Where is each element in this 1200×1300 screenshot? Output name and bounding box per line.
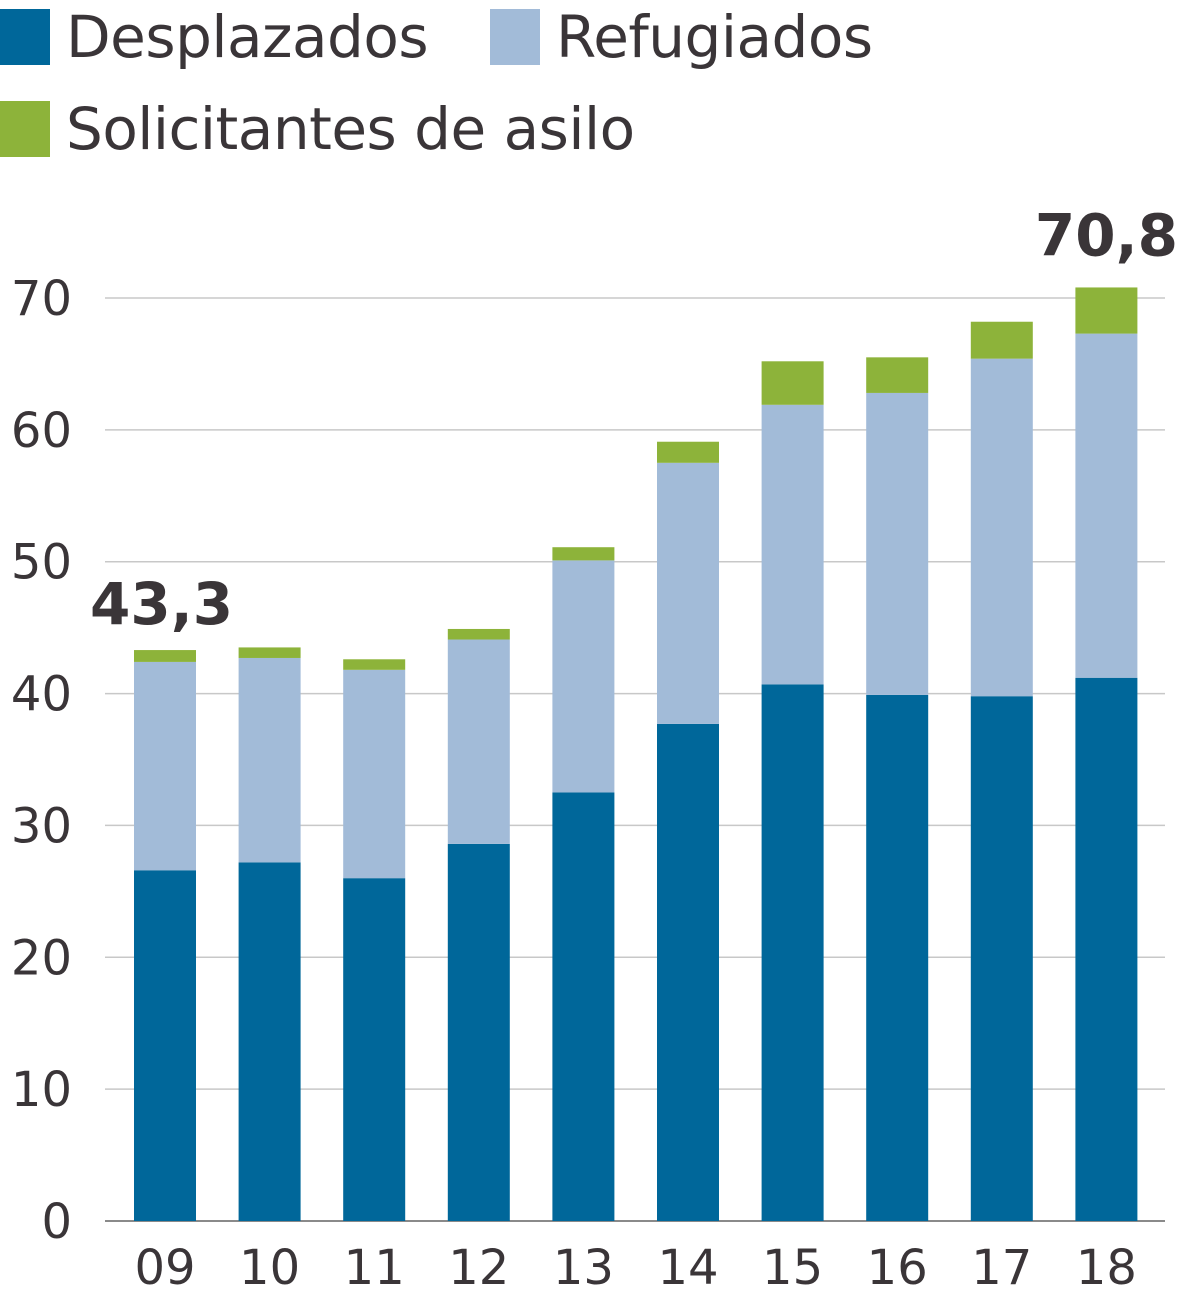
bar-solicitantes-de-asilo-13 bbox=[552, 547, 615, 561]
y-axis-ticks: 0 10 20 30 40 50 60 70 bbox=[11, 271, 72, 1250]
total-annotation: 70,8 bbox=[1035, 201, 1178, 269]
annotations: 43,3 70,8 bbox=[90, 201, 1178, 638]
legend-item-desplazados: Desplazados bbox=[0, 3, 429, 71]
bar-refugiados-15 bbox=[761, 404, 824, 685]
y-tick-label: 30 bbox=[11, 798, 72, 854]
bar-solicitantes-de-asilo-16 bbox=[866, 357, 929, 393]
y-tick-label: 70 bbox=[11, 271, 72, 327]
x-tick-label: 12 bbox=[448, 1240, 509, 1296]
bar-refugiados-18 bbox=[1075, 333, 1138, 678]
x-tick-label: 14 bbox=[657, 1240, 718, 1296]
x-tick-label: 11 bbox=[344, 1240, 405, 1296]
legend-swatch-desplazados bbox=[0, 9, 50, 65]
bar-desplazados-14 bbox=[657, 723, 719, 1221]
bar-refugiados-11 bbox=[343, 669, 406, 879]
x-tick-label: 16 bbox=[867, 1240, 928, 1296]
bar-refugiados-13 bbox=[552, 560, 615, 793]
x-tick-label: 18 bbox=[1076, 1240, 1137, 1296]
bar-solicitantes-de-asilo-15 bbox=[761, 361, 824, 405]
legend-swatch-solicitantes bbox=[0, 101, 50, 157]
bar-refugiados-16 bbox=[866, 392, 929, 695]
y-tick-label: 20 bbox=[11, 930, 72, 986]
x-tick-label: 17 bbox=[971, 1240, 1032, 1296]
bar-refugiados-09 bbox=[134, 661, 196, 871]
bar-desplazados-10 bbox=[238, 862, 301, 1221]
x-axis-ticks: 09 10 11 12 13 14 15 16 17 18 bbox=[134, 1240, 1136, 1296]
bar-solicitantes-de-asilo-12 bbox=[447, 628, 510, 640]
legend-item-refugiados: Refugiados bbox=[490, 8, 873, 66]
chart-legend: Desplazados Refugiados Solicitantes de a… bbox=[0, 0, 1200, 170]
x-tick-label: 15 bbox=[762, 1240, 823, 1296]
bar-desplazados-13 bbox=[552, 792, 615, 1221]
bars bbox=[134, 287, 1138, 1221]
bar-desplazados-16 bbox=[866, 694, 929, 1221]
legend-label-solicitantes: Solicitantes de asilo bbox=[66, 95, 635, 163]
legend-label-desplazados: Desplazados bbox=[66, 3, 429, 71]
x-tick-label: 10 bbox=[239, 1240, 300, 1296]
y-tick-label: 40 bbox=[11, 667, 72, 723]
bar-desplazados-17 bbox=[970, 696, 1033, 1221]
bar-solicitantes-de-asilo-09 bbox=[134, 650, 196, 662]
bar-refugiados-17 bbox=[970, 358, 1033, 697]
bar-refugiados-12 bbox=[447, 639, 510, 844]
total-annotation: 43,3 bbox=[90, 570, 233, 638]
bar-refugiados-14 bbox=[657, 462, 719, 724]
bar-solicitantes-de-asilo-10 bbox=[238, 647, 301, 658]
bar-solicitantes-de-asilo-14 bbox=[657, 441, 719, 463]
bar-desplazados-12 bbox=[447, 843, 510, 1221]
y-tick-label: 0 bbox=[41, 1194, 72, 1250]
bar-desplazados-15 bbox=[761, 684, 824, 1221]
legend-label-refugiados: Refugiados bbox=[556, 3, 873, 71]
legend-item-solicitantes: Solicitantes de asilo bbox=[0, 100, 635, 158]
bar-solicitantes-de-asilo-11 bbox=[343, 659, 406, 670]
y-tick-label: 50 bbox=[11, 535, 72, 591]
bar-solicitantes-de-asilo-18 bbox=[1075, 287, 1138, 334]
bar-desplazados-09 bbox=[134, 870, 196, 1221]
x-tick-label: 13 bbox=[553, 1240, 614, 1296]
x-tick-label: 09 bbox=[134, 1240, 195, 1296]
y-tick-label: 10 bbox=[11, 1062, 72, 1118]
y-tick-label: 60 bbox=[11, 403, 72, 459]
bar-refugiados-10 bbox=[238, 657, 301, 863]
bar-desplazados-18 bbox=[1075, 677, 1138, 1221]
bar-solicitantes-de-asilo-17 bbox=[970, 321, 1033, 359]
bar-desplazados-11 bbox=[343, 878, 406, 1221]
legend-swatch-refugiados bbox=[490, 9, 540, 65]
